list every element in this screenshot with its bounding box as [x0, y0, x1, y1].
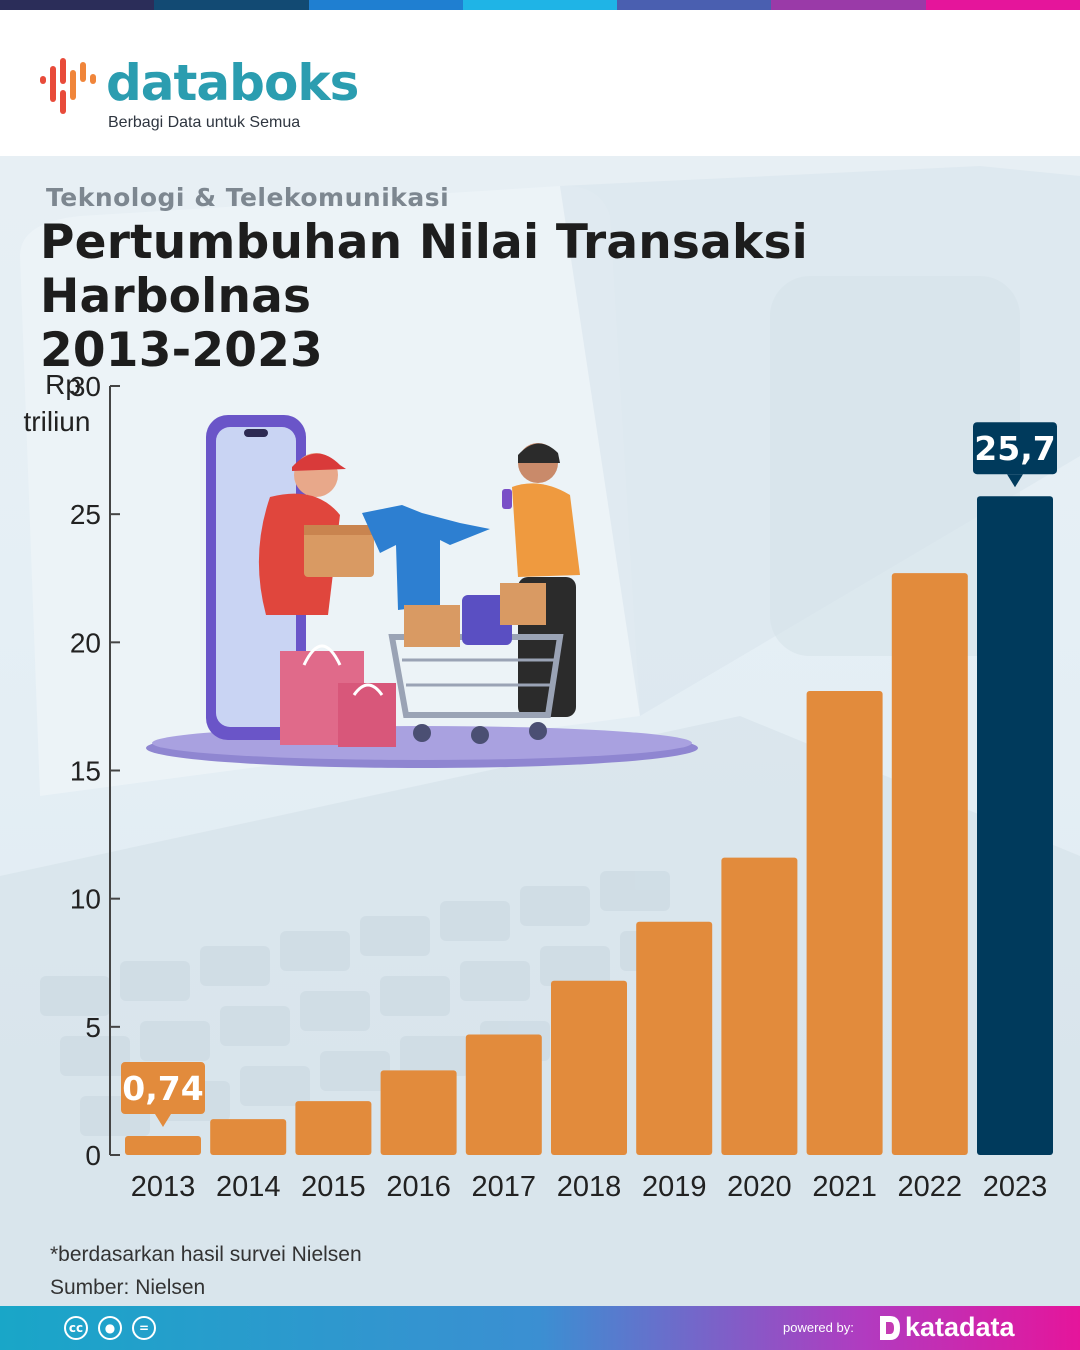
- x-tick-label: 2013: [131, 1171, 196, 1203]
- survey-note: *berdasarkan hasil survei Nielsen: [50, 1243, 362, 1266]
- source-note: Sumber: Nielsen: [50, 1276, 206, 1299]
- chart-title-line2: 2013-2023: [40, 323, 323, 378]
- y-axis-unit-rp: Rp: [45, 369, 81, 400]
- category-label: Teknologi & Telekomunikasi: [46, 183, 450, 212]
- y-tick-label: 10: [70, 884, 101, 915]
- nd-icon: =: [132, 1316, 156, 1340]
- chart-title: Pertumbuhan Nilai Transaksi Harbolnas 20…: [40, 216, 1060, 378]
- strip-segment: [617, 0, 772, 10]
- data-callout-pointer: [1007, 474, 1023, 488]
- x-tick-label: 2023: [983, 1171, 1048, 1203]
- x-tick-label: 2015: [301, 1171, 366, 1203]
- x-tick-label: 2022: [898, 1171, 963, 1203]
- katadata-logo-icon: [880, 1316, 900, 1340]
- x-tick-label: 2020: [727, 1171, 792, 1203]
- bar-2020: [721, 857, 798, 1155]
- x-tick-label: 2021: [812, 1171, 877, 1203]
- y-tick-label: 20: [70, 627, 101, 658]
- bar-2016: [380, 1070, 457, 1155]
- y-tick-label: 5: [85, 1012, 101, 1043]
- cc-icon: cc: [64, 1316, 88, 1340]
- y-tick-label: 25: [70, 499, 101, 530]
- bar-2013: [125, 1136, 201, 1155]
- data-callout-box: [121, 1062, 205, 1115]
- data-callout-box: [973, 422, 1057, 475]
- brand-name: databoks: [106, 54, 359, 112]
- bar-2019: [636, 921, 713, 1155]
- y-tick-label: 30: [70, 371, 101, 402]
- y-axis-unit-triliun: triliun: [24, 406, 91, 437]
- strip-segment: [925, 0, 1080, 10]
- by-icon: ●: [98, 1316, 122, 1340]
- strip-segment: [0, 0, 155, 10]
- data-callout-pointer: [155, 1114, 171, 1128]
- bar-2022: [891, 573, 968, 1155]
- powered-by-label: powered by:: [783, 1320, 854, 1335]
- top-color-strip: [0, 0, 1080, 10]
- online-shopping-illustration: [146, 415, 698, 768]
- strip-segment: [771, 0, 926, 10]
- x-tick-label: 2014: [216, 1171, 281, 1203]
- brand-tagline: Berbagi Data untuk Semua: [108, 114, 301, 131]
- y-tick-label: 0: [85, 1140, 101, 1171]
- chart-title-line1: Pertumbuhan Nilai Transaksi Harbolnas: [40, 215, 808, 324]
- bar-2015: [295, 1101, 372, 1155]
- brand-header: databoks Berbagi Data untuk Semua: [0, 10, 1080, 156]
- bar-2017: [465, 1034, 542, 1155]
- data-label: 0,74: [122, 1069, 203, 1108]
- strip-segment: [308, 0, 463, 10]
- x-tick-label: 2019: [642, 1171, 707, 1203]
- bar-2014: [210, 1119, 287, 1155]
- x-tick-label: 2018: [557, 1171, 622, 1203]
- strip-segment: [154, 0, 309, 10]
- y-tick-label: 15: [70, 756, 101, 787]
- data-label: 25,7: [974, 429, 1055, 468]
- bar-2023: [977, 496, 1053, 1155]
- bar-2021: [806, 691, 883, 1155]
- x-tick-label: 2017: [472, 1171, 537, 1203]
- strip-segment: [462, 0, 618, 10]
- footer-bar: cc ● = powered by: katadata: [0, 1306, 1080, 1350]
- katadata-wordmark: katadata: [905, 1312, 1015, 1342]
- bar-2018: [551, 980, 627, 1155]
- databoks-logo-icon: [40, 58, 96, 114]
- x-tick-label: 2016: [386, 1171, 451, 1203]
